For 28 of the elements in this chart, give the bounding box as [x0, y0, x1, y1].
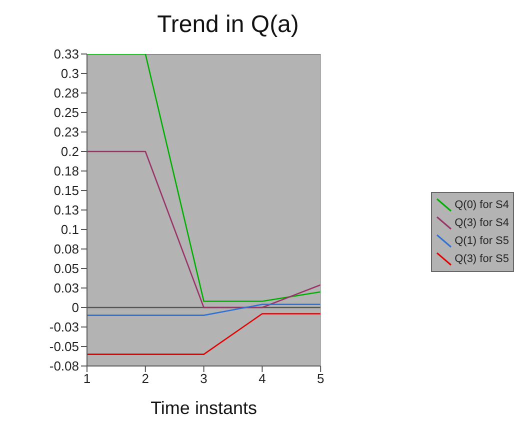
y-tick-label: 0.08 [54, 242, 79, 257]
y-tick-label: 0.28 [54, 86, 79, 101]
y-tick-label: 0.3 [60, 66, 79, 82]
y-tick-label: 0.1 [60, 222, 79, 238]
y-tick-label: 0.13 [54, 202, 79, 218]
x-tick-label: 3 [200, 371, 208, 386]
y-tick-label: 0.33 [54, 46, 79, 62]
x-axis-title: Time instants [150, 398, 257, 418]
y-tick-label: -0.08 [49, 358, 79, 374]
y-tick-label: 0.18 [54, 164, 79, 179]
y-tick-label: 0.15 [54, 183, 79, 198]
legend-label: Q(1) for S5 [454, 235, 509, 247]
x-tick-label: 4 [258, 371, 266, 386]
x-tick-label: 5 [316, 371, 324, 386]
legend-label: Q(3) for S4 [454, 217, 509, 229]
y-tick-label: 0.03 [54, 280, 79, 296]
y-tick-label: -0.03 [49, 320, 79, 335]
y-tick-label: 0.25 [54, 105, 79, 120]
legend-label: Q(3) for S5 [454, 253, 509, 265]
chart-title: Trend in Q(a) [156, 10, 300, 40]
y-tick-label: -0.05 [49, 339, 79, 354]
y-tick-label: 0.23 [54, 124, 79, 140]
x-tick-label: 2 [142, 371, 150, 386]
legend-label: Q(0) for S4 [454, 199, 509, 211]
y-tick-label: 0.2 [60, 144, 79, 160]
y-tick-label: 0 [72, 300, 79, 316]
y-tick-label: 0.05 [54, 261, 79, 276]
x-tick-label: 1 [83, 371, 91, 386]
